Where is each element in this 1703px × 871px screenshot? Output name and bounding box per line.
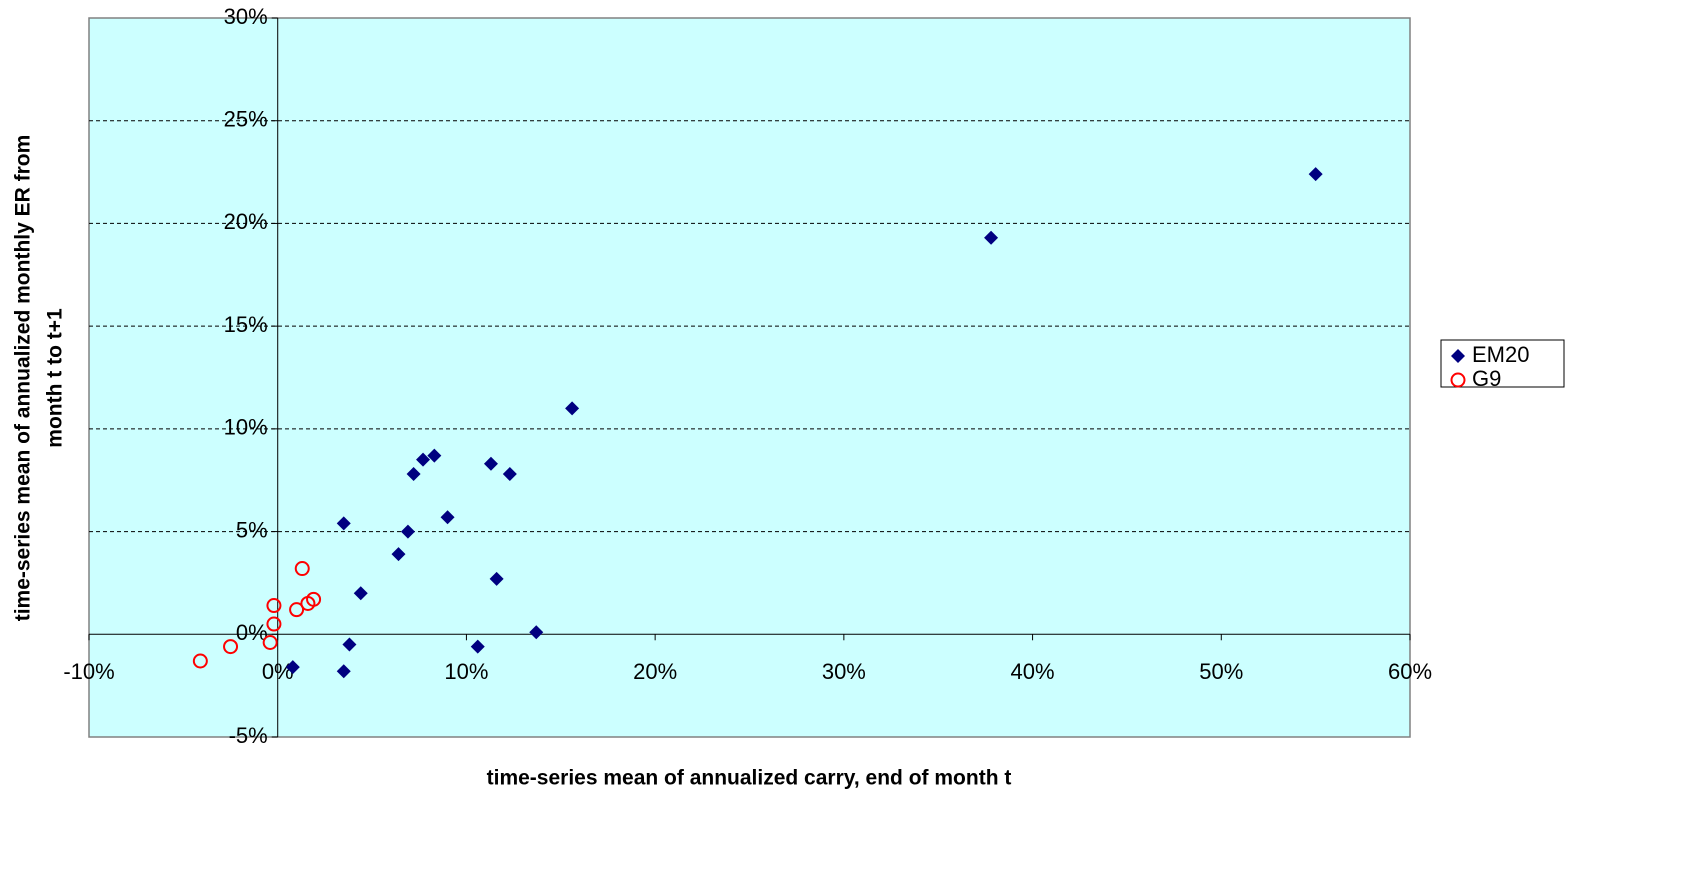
y-tick-label: 20% [224,209,268,234]
y-axis-title: month t to t+1 [44,308,67,448]
legend-marker [1450,372,1466,388]
point [300,595,316,611]
point [289,602,305,618]
point [470,639,485,654]
x-tick-label: 30% [822,659,866,684]
plot-area [88,17,1411,738]
y-axis-title: time-series mean of annualized monthly E… [12,135,35,622]
y-tick-label: 25% [224,107,268,132]
point [336,664,351,679]
point [391,547,406,562]
legend-label: G9 [1472,366,1501,391]
point [416,452,431,467]
x-tick-label: 20% [633,659,677,684]
point [342,637,357,652]
point [336,516,351,531]
x-axis-title: time-series mean of annualized carry, en… [487,767,1012,790]
point [192,653,208,669]
y-tick-label: 0% [236,620,268,645]
x-tick-label: -10% [63,659,114,684]
point [1308,167,1323,182]
point [565,401,580,416]
legend-label: EM20 [1472,342,1529,367]
point [400,524,415,539]
point [489,571,504,586]
x-tick-label: 10% [444,659,488,684]
x-tick-label: 50% [1199,659,1243,684]
point [984,230,999,245]
x-tick-label: 40% [1011,659,1055,684]
point [427,448,442,463]
y-tick-label: 5% [236,517,268,542]
point [266,598,282,614]
point [262,635,278,651]
x-tick-label: 60% [1388,659,1432,684]
point [502,467,517,482]
y-tick-label: -5% [229,723,268,748]
point [294,561,310,577]
y-tick-label: 30% [224,4,268,29]
point [353,586,368,601]
point [285,660,300,675]
point [406,467,421,482]
legend [1440,339,1565,388]
point [529,625,544,640]
point [483,456,498,471]
legend-marker [1451,349,1465,363]
point [223,639,239,655]
point [266,616,282,632]
y-tick-label: 15% [224,312,268,337]
y-tick-label: 10% [224,415,268,440]
point [440,510,455,525]
